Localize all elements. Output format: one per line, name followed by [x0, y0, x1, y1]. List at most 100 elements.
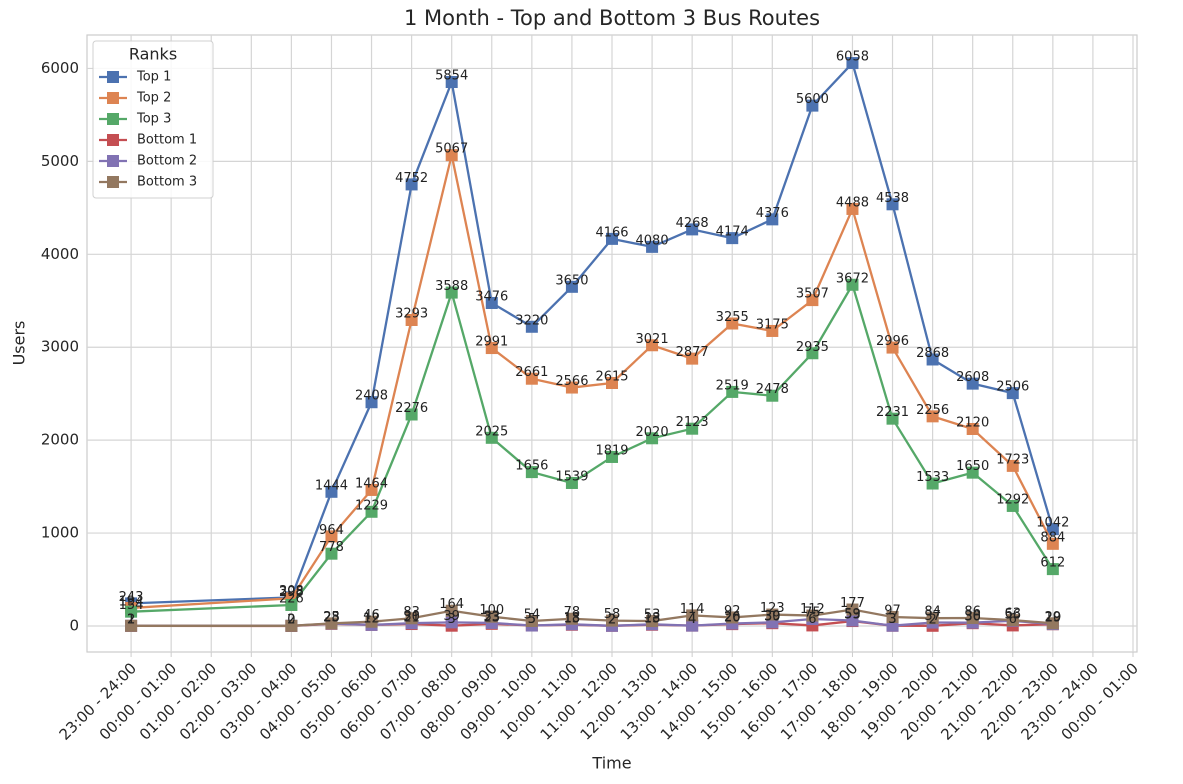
marker — [766, 389, 779, 402]
marker — [1046, 537, 1059, 550]
data-label: 4488 — [836, 195, 869, 210]
data-label: 4752 — [395, 171, 428, 186]
marker — [445, 149, 458, 162]
data-label: 6 — [808, 612, 816, 627]
data-label: 13 — [564, 611, 581, 626]
data-label: 3588 — [435, 279, 468, 294]
data-label: 54 — [524, 607, 541, 622]
marker — [485, 431, 498, 444]
data-label: 3 — [888, 612, 896, 627]
marker — [886, 412, 899, 425]
data-label: 20 — [724, 611, 741, 626]
marker — [686, 422, 699, 435]
marker — [646, 432, 659, 445]
data-label: 92 — [724, 604, 741, 619]
y-axis-label: Users — [10, 321, 29, 366]
marker — [485, 610, 498, 623]
data-label: 33 — [483, 609, 500, 624]
data-label: 39 — [764, 609, 781, 624]
marker — [726, 317, 739, 330]
data-label: 2120 — [956, 415, 989, 430]
data-label: 2996 — [876, 334, 909, 349]
data-label: 18 — [644, 611, 661, 626]
marker — [1006, 614, 1019, 627]
data-label: 1229 — [355, 498, 388, 513]
marker — [325, 617, 338, 630]
data-label: 3220 — [515, 313, 548, 328]
marker — [886, 198, 899, 211]
legend-label: Bottom 3 — [137, 175, 197, 190]
data-label: 2519 — [716, 378, 749, 393]
data-label: 4538 — [876, 191, 909, 206]
data-label: 298 — [279, 585, 304, 600]
data-label: 2877 — [676, 345, 709, 360]
data-label: 2 — [928, 612, 936, 627]
data-label: 2020 — [636, 425, 669, 440]
data-label: 4 — [688, 612, 696, 627]
data-label: 19 — [1045, 611, 1062, 626]
marker — [766, 213, 779, 226]
marker — [886, 610, 899, 623]
data-label: 53 — [844, 608, 861, 623]
y-tick-label: 2000 — [41, 431, 79, 449]
marker — [125, 605, 138, 618]
data-label: 83 — [403, 605, 420, 620]
marker — [606, 450, 618, 463]
marker — [1046, 523, 1059, 536]
data-label: 2478 — [756, 382, 789, 397]
marker — [726, 611, 739, 624]
data-label: 3021 — [636, 332, 669, 347]
data-label: 63 — [1004, 607, 1021, 622]
marker — [565, 280, 578, 293]
marker — [846, 614, 859, 627]
marker — [926, 477, 939, 490]
data-label: 243 — [119, 590, 144, 605]
marker — [606, 376, 618, 389]
legend-label: Top 3 — [136, 112, 171, 127]
marker — [325, 547, 338, 560]
marker — [846, 603, 859, 616]
marker — [445, 286, 458, 299]
y-tick-label: 4000 — [41, 245, 79, 263]
data-label: 6058 — [836, 50, 869, 65]
data-label: 3175 — [756, 317, 789, 332]
data-label: 4 — [688, 612, 696, 627]
marker — [806, 294, 819, 307]
marker — [405, 178, 418, 191]
marker — [726, 232, 739, 245]
marker — [565, 612, 578, 625]
data-label: 56 — [1004, 607, 1021, 622]
marker — [846, 278, 859, 291]
marker — [646, 339, 659, 352]
marker — [686, 223, 699, 236]
marker — [886, 341, 899, 354]
data-label: 4080 — [636, 233, 669, 248]
marker — [806, 99, 819, 112]
data-label: 5600 — [796, 92, 829, 107]
data-label: 1656 — [515, 459, 548, 474]
data-label: 1723 — [996, 452, 1029, 467]
data-label: 2506 — [996, 380, 1029, 395]
data-label: 3672 — [836, 271, 869, 286]
marker — [726, 385, 739, 398]
data-label: 194 — [119, 594, 144, 609]
marker — [686, 352, 699, 365]
legend-label: Bottom 1 — [137, 133, 197, 148]
marker — [445, 616, 458, 629]
data-label: 1650 — [956, 459, 989, 474]
data-label: 84 — [924, 605, 941, 620]
legend-label: Bottom 2 — [137, 154, 197, 169]
data-label: 114 — [680, 602, 705, 617]
marker — [525, 614, 538, 627]
marker — [365, 396, 378, 409]
data-label: 3650 — [555, 273, 588, 288]
data-label: 3255 — [716, 310, 749, 325]
data-label: 2231 — [876, 405, 909, 420]
data-label: 4268 — [676, 216, 709, 231]
data-label: 308 — [279, 584, 304, 599]
marker — [606, 232, 618, 245]
data-label: 75 — [804, 606, 821, 621]
data-label: 2608 — [956, 370, 989, 385]
legend-marker — [107, 92, 119, 104]
data-label: 25 — [323, 610, 340, 625]
